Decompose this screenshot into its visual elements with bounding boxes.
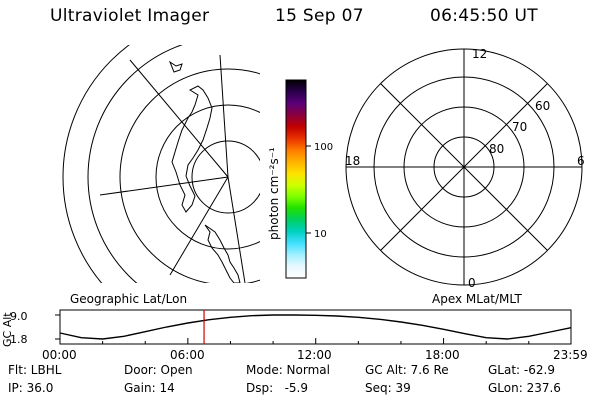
altitude-x-tick-labels: 00:00 06:00 12:00 18:00 23:59 [42,348,588,362]
coastline-south [204,224,241,283]
polar-panel-label: Apex MLat/MLT [432,292,522,306]
coastline-north [171,85,213,213]
info-filter: Flt: LBHL [8,363,62,377]
info-seq: Seq: 39 [365,381,411,395]
colorbar-tick-100: 100 [314,142,333,153]
info-dsp: Dsp: -5.9 [246,381,309,395]
app-title: Ultraviolet Imager [50,6,210,26]
x-tick-label: 00:00 [42,348,77,362]
mlat-label-80: 80 [489,142,504,156]
colorbar-tick-10: 10 [314,229,327,240]
geographic-map [62,45,260,283]
mlt-label-12: 12 [472,47,487,61]
x-tick-label: 18:00 [425,348,460,362]
info-glat: GLat: -62.9 [488,363,555,377]
alt-ylabel: GC Alt [1,312,14,347]
x-tick-label: 23:59 [553,348,588,362]
mlt-label-6: 6 [577,154,585,168]
mlat-label-60: 60 [535,99,550,113]
x-tick-label: 06:00 [170,348,205,362]
polar-plot [345,48,583,286]
mlt-label-0: 0 [468,276,476,290]
info-glon: GLon: 237.6 [488,381,561,395]
colorbar-unit-label: photon cm⁻²s⁻¹ [267,147,281,240]
geo-panel-label: Geographic Lat/Lon [70,292,187,306]
altitude-line [59,314,572,340]
alt-ytick-top: 9.0 [10,310,28,323]
colorbar-ticks [306,145,311,234]
info-door: Door: Open [124,363,193,377]
mlat-label-70: 70 [512,120,527,134]
info-ip: IP: 36.0 [8,381,54,395]
mlt-label-18: 18 [345,154,360,168]
info-gc-alt: GC Alt: 7.6 Re [365,363,449,377]
x-tick-label: 12:00 [297,348,332,362]
meridian-lines [99,54,246,283]
colorbar [285,79,307,279]
date-label: 15 Sep 07 [275,6,364,26]
polar-labels: 12 0 18 6 60 70 80 [345,47,585,290]
coastline-island [168,60,183,73]
info-mode: Mode: Normal [246,363,330,377]
time-label: 06:45:50 UT [430,6,538,26]
altitude-x-ticks [59,338,572,344]
info-gain: Gain: 14 [124,381,175,395]
latitude-circles [62,45,260,283]
alt-ytick-bottom: 1.8 [10,333,28,346]
